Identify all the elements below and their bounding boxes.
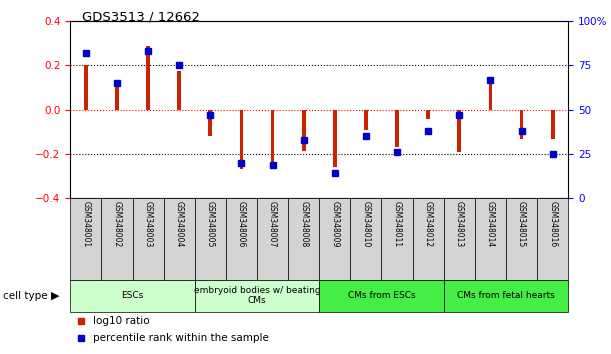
Bar [288, 198, 320, 280]
Bar [84, 65, 88, 110]
Text: GSM348001: GSM348001 [81, 201, 90, 247]
Bar [320, 198, 350, 280]
Bar [520, 110, 524, 138]
Bar [208, 110, 212, 136]
Bar [70, 198, 101, 280]
Bar [350, 198, 381, 280]
Text: GSM348007: GSM348007 [268, 201, 277, 247]
Bar [164, 198, 195, 280]
Bar [195, 280, 320, 312]
Bar [177, 71, 181, 110]
Text: ▶: ▶ [51, 291, 59, 301]
Text: GSM348004: GSM348004 [175, 201, 184, 247]
Text: GSM348014: GSM348014 [486, 201, 495, 247]
Bar [133, 198, 164, 280]
Bar [226, 198, 257, 280]
Bar [444, 198, 475, 280]
Bar [195, 198, 226, 280]
Bar [489, 83, 492, 110]
Text: GSM348006: GSM348006 [237, 201, 246, 247]
Bar [426, 110, 430, 119]
Text: CMs from fetal hearts: CMs from fetal hearts [457, 291, 555, 300]
Text: ESCs: ESCs [122, 291, 144, 300]
Bar [364, 110, 368, 130]
Bar [444, 280, 568, 312]
Text: GSM348005: GSM348005 [206, 201, 215, 247]
Text: GSM348011: GSM348011 [392, 201, 401, 247]
Bar [302, 110, 306, 151]
Bar [271, 110, 274, 170]
Text: CMs from ESCs: CMs from ESCs [348, 291, 415, 300]
Text: GSM348009: GSM348009 [331, 201, 339, 247]
Bar [458, 110, 461, 152]
Bar [551, 110, 555, 138]
Bar [257, 198, 288, 280]
Bar [475, 198, 506, 280]
Text: GSM348012: GSM348012 [423, 201, 433, 247]
Bar [101, 198, 133, 280]
Text: GSM348008: GSM348008 [299, 201, 308, 247]
Bar [412, 198, 444, 280]
Text: GSM348010: GSM348010 [362, 201, 370, 247]
Bar [146, 46, 150, 110]
Bar [70, 280, 195, 312]
Text: GSM348002: GSM348002 [112, 201, 122, 247]
Text: log10 ratio: log10 ratio [93, 316, 150, 326]
Text: percentile rank within the sample: percentile rank within the sample [93, 333, 269, 343]
Text: GSM348003: GSM348003 [144, 201, 153, 247]
Bar [537, 198, 568, 280]
Bar [381, 198, 412, 280]
Bar [395, 110, 399, 147]
Bar [333, 110, 337, 167]
Text: GSM348013: GSM348013 [455, 201, 464, 247]
Text: embryoid bodies w/ beating
CMs: embryoid bodies w/ beating CMs [194, 286, 320, 305]
Text: GSM348015: GSM348015 [517, 201, 526, 247]
Text: GSM348016: GSM348016 [548, 201, 557, 247]
Text: cell type: cell type [3, 291, 48, 301]
Bar [320, 280, 444, 312]
Bar [115, 85, 119, 110]
Bar [240, 110, 243, 170]
Bar [506, 198, 537, 280]
Text: GDS3513 / 12662: GDS3513 / 12662 [82, 11, 200, 24]
